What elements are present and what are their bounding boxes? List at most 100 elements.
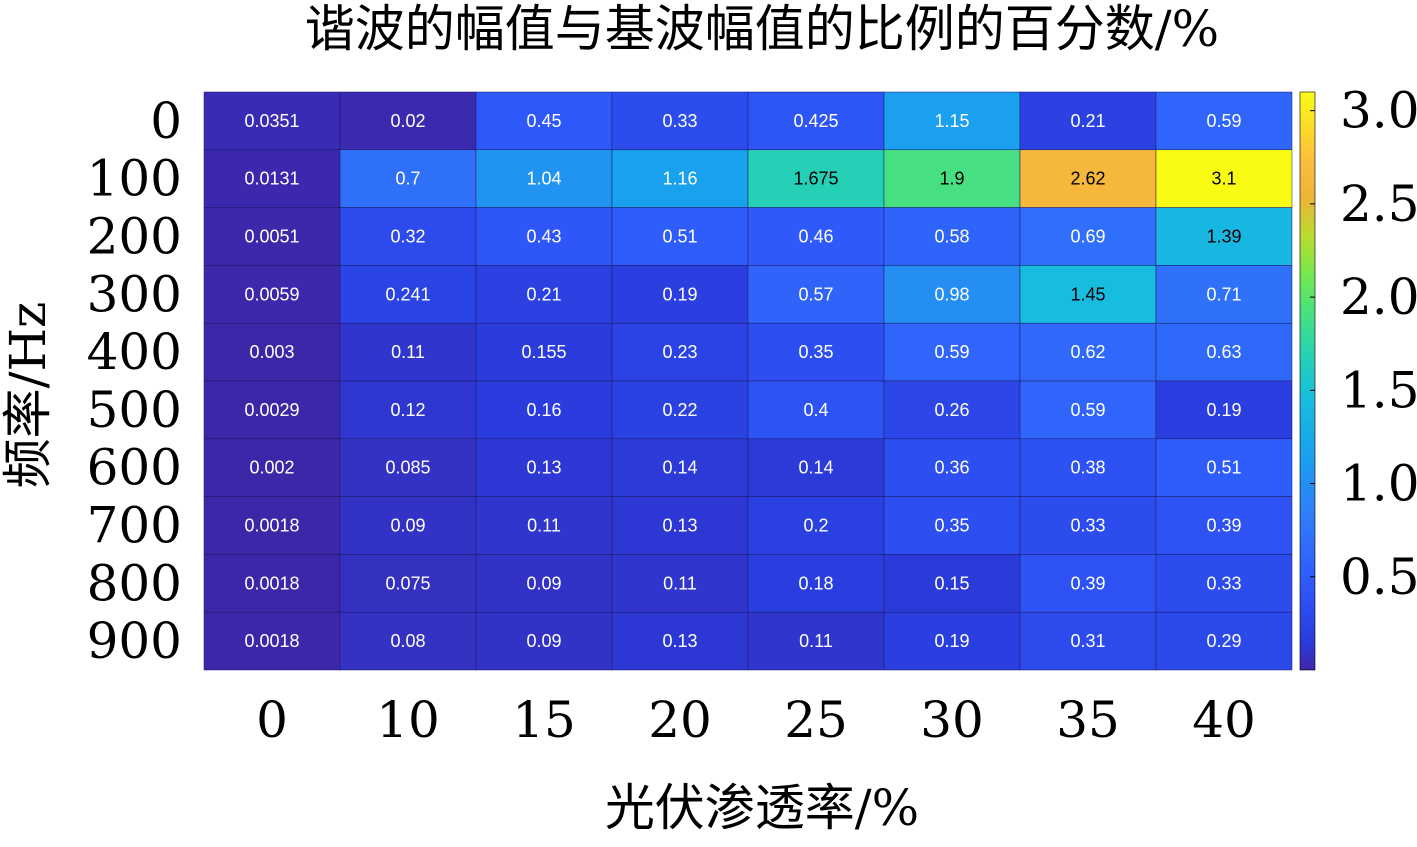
heatmap-cell [475,207,613,266]
cell-value-label: 0.59 [1070,400,1105,420]
chart-title: 谐波的幅值与基波幅值的比例的百分数/% [305,0,1219,58]
heatmap-cell [1155,149,1293,208]
cell-value-label: 0.08 [390,631,425,651]
cell-value-label: 0.39 [1206,516,1241,536]
heatmap-cell [1019,207,1157,266]
heatmap-cell [1019,265,1157,324]
cell-value-label: 0.19 [934,631,969,651]
colorbar [1299,91,1316,671]
heatmap-cell [203,438,341,497]
y-tick-label: 600 [87,439,182,497]
cell-value-labels: 0.0351 0.02 0.45 0.33 0.425 1.15 0.21 0.59 0.013… [244,111,1241,651]
y-tick-label: 900 [87,612,182,670]
heatmap-cell [203,265,341,324]
cell-value-label: 0.57 [798,284,833,304]
cell-value-label: 0.155 [521,342,566,362]
heatmap-cell [475,611,613,671]
heatmap-cell [1019,380,1157,440]
y-tick-label: 0 [150,92,182,150]
cell-value-label: 0.26 [934,400,969,420]
cell-value-label: 0.63 [1206,342,1241,362]
cell-value-label: 0.13 [526,458,561,478]
heatmap-cell [1019,322,1157,382]
x-tick-label: 10 [376,691,440,749]
heatmap-cell [1155,554,1293,613]
cell-value-label: 0.33 [1070,516,1105,536]
y-tick-label: 500 [87,381,182,439]
heatmap-cell [1155,207,1293,266]
cell-value-label: 1.04 [526,169,561,189]
heatmap-cell [339,265,477,324]
cell-value-label: 0.33 [662,111,697,131]
cell-value-label: 0.13 [662,516,697,536]
colorbar-tick-label: 1.0 [1340,455,1417,513]
cell-value-label: 0.0131 [244,169,299,189]
cell-value-label: 0.11 [391,342,425,362]
cell-value-label: 0.09 [526,573,561,593]
heatmap-cell [1155,438,1293,497]
cell-value-label: 0.7 [395,169,420,189]
heatmap-cell [339,322,477,382]
heatmap-cell [883,611,1021,671]
heatmap-cell [747,207,885,266]
cell-value-label: 0.46 [798,227,833,247]
x-tick-label: 0 [256,691,288,749]
heatmap-cell [883,554,1021,613]
cell-value-label: 0.11 [663,573,697,593]
cell-value-label: 0.4 [803,400,828,420]
heatmap-cell [747,265,885,324]
heatmap-cell [747,322,885,382]
y-tick-label: 300 [87,265,182,323]
cell-value-label: 0.71 [1206,284,1241,304]
x-tick-label: 30 [920,691,984,749]
cell-value-label: 1.15 [934,111,969,131]
heatmap-cell [883,438,1021,497]
cell-value-label: 0.29 [1206,631,1241,651]
heatmap-cell [1019,554,1157,613]
heatmap-cell [747,149,885,208]
heatmap-cell [339,207,477,266]
cell-value-label: 0.62 [1070,342,1105,362]
cell-value-label: 0.21 [1070,111,1105,131]
x-tick-labels: 0 10 15 20 25 30 35 40 [256,691,1256,749]
colorbar-ticks: 0.5 1.0 1.5 2.0 2.5 3.0 [1310,82,1417,606]
y-tick-label: 200 [87,208,182,266]
heatmap-cell [1155,91,1293,151]
cell-value-label: 0.19 [662,284,697,304]
heatmap-cell [883,322,1021,382]
heatmap-cell [339,380,477,440]
heatmap-cell [1155,322,1293,382]
heatmap-cell [475,91,613,151]
cell-value-label: 0.18 [798,573,833,593]
heatmap-cell [339,554,477,613]
heatmap-cell [339,149,477,208]
cell-value-label: 0.12 [390,400,425,420]
cell-value-label: 0.69 [1070,227,1105,247]
heatmap-cell [611,322,749,382]
heatmap-cell [883,149,1021,208]
heatmap-cell [1155,496,1293,555]
cell-value-label: 0.0018 [244,631,299,651]
cell-value-label: 0.0059 [244,284,299,304]
heatmap-cell [475,438,613,497]
cell-value-label: 0.11 [799,631,833,651]
y-tick-label: 800 [87,554,182,612]
cell-value-label: 1.16 [662,169,697,189]
cell-value-label: 0.13 [662,631,697,651]
heatmap-cell [611,380,749,440]
cell-value-label: 0.22 [662,400,697,420]
cell-value-label: 1.9 [939,169,964,189]
heatmap-cell [611,207,749,266]
x-tick-label: 15 [512,691,576,749]
cell-value-label: 0.11 [527,516,561,536]
heatmap-cell [1155,380,1293,440]
heatmap-cell [747,380,885,440]
heatmap-cell [747,611,885,671]
cell-value-label: 0.21 [526,284,561,304]
cell-value-label: 0.36 [934,458,969,478]
heatmap-cell [611,265,749,324]
cell-value-label: 0.14 [798,458,833,478]
cell-value-label: 0.23 [662,342,697,362]
